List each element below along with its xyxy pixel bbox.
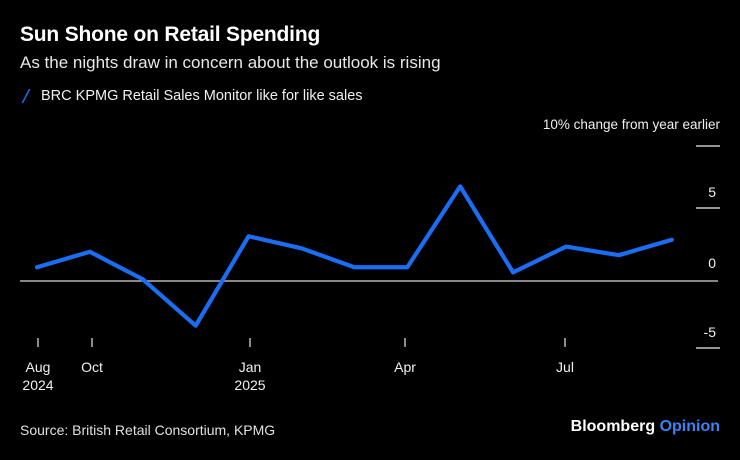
- x-tick-label-jul: Jul: [556, 358, 574, 376]
- x-tick-label-oct: Oct: [81, 358, 103, 376]
- series-line-brc-kpmg: [34, 184, 674, 328]
- legend-slash-marker-icon: [20, 88, 32, 104]
- page-title: Sun Shone on Retail Spending: [20, 23, 321, 46]
- chart-legend: BRC KPMG Retail Sales Monitor like for l…: [20, 88, 363, 104]
- chart-subtitle: As the nights draw in concern about the …: [20, 53, 441, 72]
- y-tick-label-0: 0: [708, 255, 716, 271]
- bloomberg-opinion-logo: Bloomberg Opinion: [571, 418, 720, 436]
- x-tick-label-text: Jan: [238, 359, 262, 375]
- legend-item-label: BRC KPMG Retail Sales Monitor like for l…: [41, 88, 363, 104]
- chart-header: Sun Shone on Retail Spending As the nigh…: [20, 22, 720, 75]
- x-tick-label-jan-2025: Jan 2025: [234, 358, 265, 394]
- x-tick-label-text: Aug: [25, 359, 51, 375]
- y-tick-label-5: 5: [708, 184, 716, 200]
- x-tick-label-apr: Apr: [394, 358, 416, 376]
- x-tick-sublabel-text: 2024: [22, 377, 54, 393]
- x-tick-label-aug-2024: Aug 2024: [22, 358, 53, 394]
- x-tick-sublabel-text: 2025: [234, 377, 266, 393]
- x-tick-label-text: Oct: [81, 359, 103, 375]
- axis-unit-note: 10% change from year earlier: [542, 117, 720, 132]
- source-note: Source: British Retail Consortium, KPMG: [20, 422, 276, 438]
- x-tick-label-text: Jul: [556, 359, 574, 375]
- brand-bloomberg-text: Bloomberg: [570, 418, 656, 435]
- x-tick-label-text: Apr: [394, 359, 416, 375]
- y-tick-label-minus-5: -5: [703, 324, 716, 340]
- brand-opinion-text: Opinion: [659, 418, 720, 435]
- legend-item-brc-kpmg[interactable]: BRC KPMG Retail Sales Monitor like for l…: [20, 88, 363, 104]
